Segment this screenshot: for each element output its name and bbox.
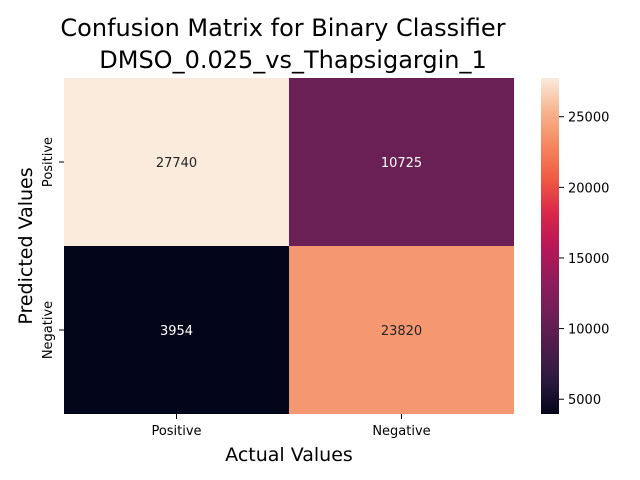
y-axis-label: Predicted Values bbox=[15, 167, 37, 324]
heatmap-cell bbox=[289, 246, 514, 414]
colorbar-tick-label: 25000 bbox=[568, 111, 609, 126]
x-tick-label: Negative bbox=[372, 424, 430, 439]
heatmap-cell bbox=[289, 78, 514, 246]
heatmap-cells: 27740 10725 3954 23820 bbox=[64, 78, 514, 414]
chart-title-line-2: DMSO_0.025_vs_Thapsigargin_1 bbox=[99, 46, 486, 74]
x-axis-label: Actual Values bbox=[225, 444, 353, 466]
colorbar-tick-label: 10000 bbox=[568, 323, 609, 338]
x-axis-ticks: Positive Negative bbox=[151, 414, 431, 439]
x-tick-label: Positive bbox=[151, 424, 201, 439]
y-tick-label: Negative bbox=[41, 301, 56, 359]
colorbar bbox=[541, 78, 559, 414]
cell-value-label: 3954 bbox=[160, 324, 193, 339]
y-axis-ticks: Positive Negative bbox=[41, 137, 64, 359]
colorbar-tick-label: 15000 bbox=[568, 252, 609, 267]
cell-value-label: 10725 bbox=[381, 156, 422, 171]
colorbar-ticks: 5000 10000 15000 20000 25000 bbox=[559, 111, 609, 408]
heatmap-cell bbox=[64, 78, 289, 246]
y-tick-label: Positive bbox=[41, 137, 56, 187]
heatmap-cell bbox=[64, 246, 289, 414]
cell-value-label: 27740 bbox=[156, 156, 197, 171]
colorbar-tick-label: 20000 bbox=[568, 181, 609, 196]
cell-value-label: 23820 bbox=[381, 324, 422, 339]
colorbar-tick-label: 5000 bbox=[568, 393, 601, 408]
chart-title-line-1: Confusion Matrix for Binary Classifier bbox=[60, 14, 505, 42]
